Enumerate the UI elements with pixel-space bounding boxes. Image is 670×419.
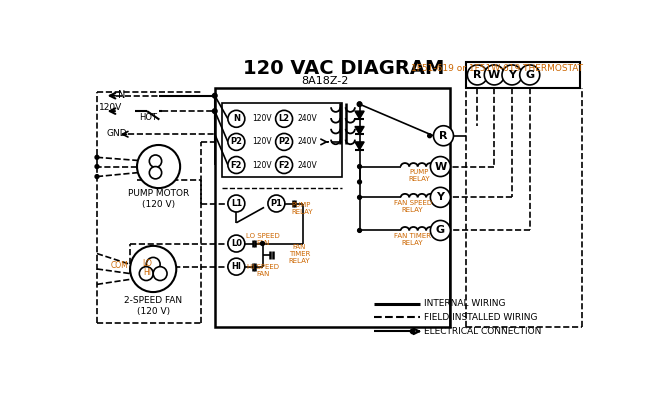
Text: Y: Y — [436, 192, 444, 202]
Circle shape — [149, 166, 161, 179]
Circle shape — [433, 126, 454, 146]
Text: F2: F2 — [230, 160, 242, 170]
Text: 2-SPEED FAN
(120 V): 2-SPEED FAN (120 V) — [124, 296, 182, 316]
Text: 240V: 240V — [298, 114, 318, 123]
Text: 120V: 120V — [252, 137, 271, 146]
Text: N: N — [118, 90, 125, 100]
Text: 120 VAC DIAGRAM: 120 VAC DIAGRAM — [243, 59, 444, 78]
Circle shape — [358, 195, 362, 199]
Circle shape — [261, 242, 265, 246]
Text: P1: P1 — [271, 199, 282, 208]
Text: FAN
TIMER
RELAY: FAN TIMER RELAY — [289, 243, 310, 264]
Circle shape — [268, 195, 285, 212]
Circle shape — [357, 102, 362, 106]
Text: Y: Y — [508, 70, 516, 80]
Text: LO: LO — [142, 259, 152, 268]
Circle shape — [228, 133, 245, 150]
Bar — [222, 103, 342, 176]
Text: 120V: 120V — [252, 114, 271, 123]
Circle shape — [228, 258, 245, 275]
Text: 1F51-619 or 1F51W-619 THERMOSTAT: 1F51-619 or 1F51W-619 THERMOSTAT — [411, 64, 584, 73]
Circle shape — [484, 65, 505, 85]
Text: N: N — [233, 114, 240, 123]
Text: HI SPEED
FAN: HI SPEED FAN — [247, 264, 279, 277]
Text: L1: L1 — [230, 199, 242, 208]
Text: INTERNAL WIRING: INTERNAL WIRING — [424, 299, 506, 308]
Circle shape — [430, 220, 450, 241]
Circle shape — [502, 65, 522, 85]
Text: P2: P2 — [230, 137, 243, 146]
Circle shape — [228, 235, 245, 252]
Text: HI: HI — [231, 262, 241, 271]
Text: L0: L0 — [231, 239, 242, 248]
Text: G: G — [525, 70, 534, 80]
Circle shape — [95, 155, 99, 159]
Bar — [215, 88, 450, 327]
Text: F2: F2 — [278, 160, 290, 170]
Circle shape — [212, 109, 217, 114]
Circle shape — [358, 102, 362, 106]
Text: PUMP MOTOR
(120 V): PUMP MOTOR (120 V) — [128, 189, 189, 209]
Text: FAN SPEED
RELAY: FAN SPEED RELAY — [393, 200, 431, 213]
Text: ELECTRICAL CONNECTION: ELECTRICAL CONNECTION — [424, 327, 541, 336]
Circle shape — [153, 266, 167, 280]
Circle shape — [228, 157, 245, 173]
Polygon shape — [355, 127, 364, 134]
Circle shape — [137, 145, 180, 188]
Circle shape — [358, 165, 362, 168]
Text: W: W — [434, 162, 446, 171]
Circle shape — [275, 110, 293, 127]
Circle shape — [275, 157, 293, 173]
Text: W: W — [488, 70, 500, 80]
Circle shape — [228, 195, 245, 212]
Text: 240V: 240V — [298, 137, 318, 146]
Text: LO SPEED
FAN: LO SPEED FAN — [247, 233, 280, 246]
Bar — [466, 62, 580, 88]
Text: R: R — [473, 70, 482, 80]
Circle shape — [520, 65, 540, 85]
Text: R: R — [440, 131, 448, 141]
Polygon shape — [355, 111, 364, 119]
Circle shape — [130, 246, 176, 292]
Circle shape — [228, 110, 245, 127]
Circle shape — [358, 228, 362, 233]
Text: COM: COM — [111, 261, 129, 269]
Polygon shape — [355, 142, 364, 150]
Text: 8A18Z-2: 8A18Z-2 — [301, 76, 348, 86]
Circle shape — [468, 65, 487, 85]
Circle shape — [149, 155, 161, 167]
Text: 120V: 120V — [252, 160, 271, 170]
Circle shape — [95, 165, 99, 168]
Circle shape — [430, 157, 450, 176]
Circle shape — [410, 329, 415, 334]
Circle shape — [430, 187, 450, 207]
Circle shape — [275, 133, 293, 150]
Circle shape — [139, 266, 153, 280]
Text: P2: P2 — [278, 137, 290, 146]
Text: FAN TIMER
RELAY: FAN TIMER RELAY — [394, 233, 431, 246]
Circle shape — [358, 180, 362, 184]
Text: GND: GND — [107, 129, 127, 138]
Text: HOT: HOT — [139, 113, 157, 122]
Text: PUMP
RELAY: PUMP RELAY — [292, 202, 314, 215]
Text: 120V: 120V — [99, 103, 123, 112]
Text: FIELD INSTALLED WIRING: FIELD INSTALLED WIRING — [424, 313, 538, 322]
Text: PUMP
RELAY: PUMP RELAY — [408, 169, 429, 182]
Text: L2: L2 — [279, 114, 289, 123]
Circle shape — [212, 93, 217, 98]
Circle shape — [146, 257, 160, 271]
Text: 240V: 240V — [298, 160, 318, 170]
Circle shape — [95, 175, 99, 178]
Text: HI: HI — [143, 268, 151, 277]
Text: G: G — [436, 225, 445, 235]
Circle shape — [427, 134, 431, 138]
